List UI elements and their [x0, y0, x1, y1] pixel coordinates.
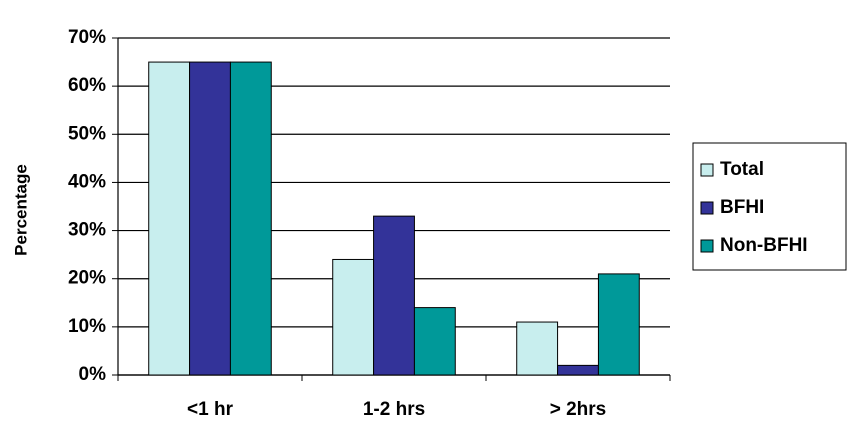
y-tick-label: 50%	[68, 123, 106, 144]
x-tick-label: 1-2 hrs	[363, 399, 425, 420]
y-tick-label: 60%	[68, 75, 106, 96]
legend-label: Total	[720, 159, 764, 180]
y-axis-label: Percentage	[11, 164, 30, 256]
legend-swatch	[700, 163, 714, 177]
y-tick-label: 0%	[79, 364, 107, 385]
legend-label: BFHI	[720, 197, 764, 218]
legend-swatch	[700, 201, 714, 215]
x-tick-label: > 2hrs	[550, 399, 607, 420]
bar	[557, 364, 599, 376]
legend-box	[692, 142, 847, 271]
y-tick-label: 30%	[68, 220, 106, 241]
y-tick-label: 40%	[68, 171, 106, 192]
legend-label: Non-BFHI	[720, 235, 808, 256]
bar	[597, 273, 640, 376]
y-tick-label: 70%	[68, 27, 106, 48]
bar	[413, 307, 456, 376]
bar	[332, 258, 375, 376]
bar	[373, 215, 415, 376]
y-tick-label: 20%	[68, 268, 106, 289]
bar	[189, 61, 231, 376]
y-tick-label: 10%	[68, 316, 106, 337]
bar	[148, 61, 191, 376]
legend-swatch	[700, 239, 714, 253]
bar	[516, 321, 559, 376]
bar	[229, 61, 272, 376]
x-tick-label: <1 hr	[187, 399, 234, 420]
